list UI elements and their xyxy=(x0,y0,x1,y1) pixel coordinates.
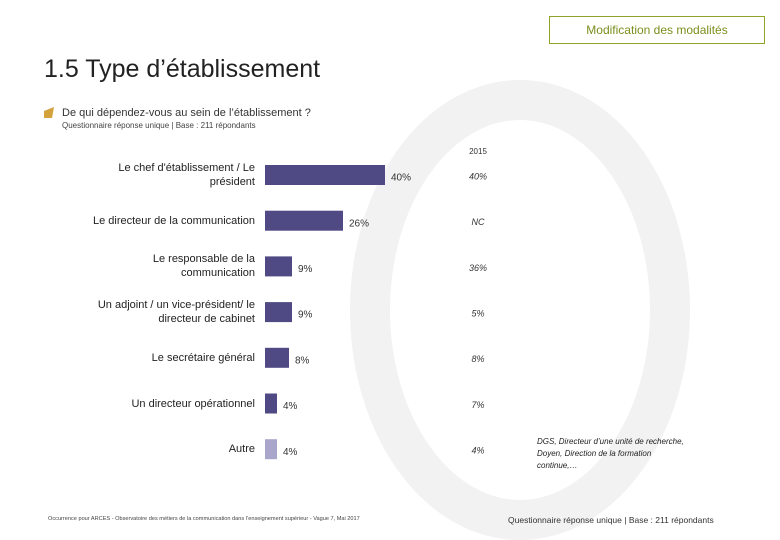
comparison-label: 4% xyxy=(471,446,484,456)
modify-button[interactable]: Modification des modalités xyxy=(549,16,765,44)
bar xyxy=(265,302,292,323)
category-label: Le chef d'établissement / Le président xyxy=(118,162,255,188)
bar xyxy=(265,439,277,460)
value-label: 40% xyxy=(391,173,411,184)
category-label: Autre xyxy=(228,443,255,456)
comparison-label: NC xyxy=(472,217,485,227)
value-label: 9% xyxy=(298,264,313,275)
category-label: Le directeur de la communication xyxy=(92,214,255,227)
comparison-label: 7% xyxy=(471,400,484,410)
question: De qui dépendez-vous au sein de l’établi… xyxy=(62,107,311,119)
comparison-header: 2015 xyxy=(469,147,487,156)
value-label: 26% xyxy=(349,218,369,229)
bar xyxy=(265,210,343,231)
bar xyxy=(265,393,277,414)
bullet xyxy=(44,107,54,118)
value-label: 4% xyxy=(283,401,298,412)
bar xyxy=(265,347,289,368)
base-note: Questionnaire réponse unique | Base : 21… xyxy=(62,121,256,130)
value-label: 4% xyxy=(283,447,298,458)
source: Occurrence pour ARCES - Observatoire des… xyxy=(48,516,360,522)
value-label: 8% xyxy=(295,355,310,366)
bar xyxy=(265,256,292,277)
slide-title: 1.5 Type d’établissement xyxy=(44,55,321,83)
comparison-label: 36% xyxy=(469,263,487,273)
category-label: Le secrétaire général xyxy=(151,351,255,364)
category-label: Le responsable de la communication xyxy=(152,253,255,280)
category-label: Un adjoint / un vice-président/ le direc… xyxy=(97,299,255,326)
background-logo xyxy=(350,80,690,540)
value-label: 9% xyxy=(298,310,313,321)
footer-base: Questionnaire réponse unique | Base : 21… xyxy=(508,515,714,525)
bar xyxy=(265,165,385,185)
comparison-label: 5% xyxy=(471,308,484,318)
comparison-label: 8% xyxy=(471,354,484,364)
annotation: DGS, Directeur d’une unité de recherche,… xyxy=(537,437,684,470)
category-label: Un directeur opérationnel xyxy=(131,397,255,410)
comparison-label: 40% xyxy=(469,171,487,181)
